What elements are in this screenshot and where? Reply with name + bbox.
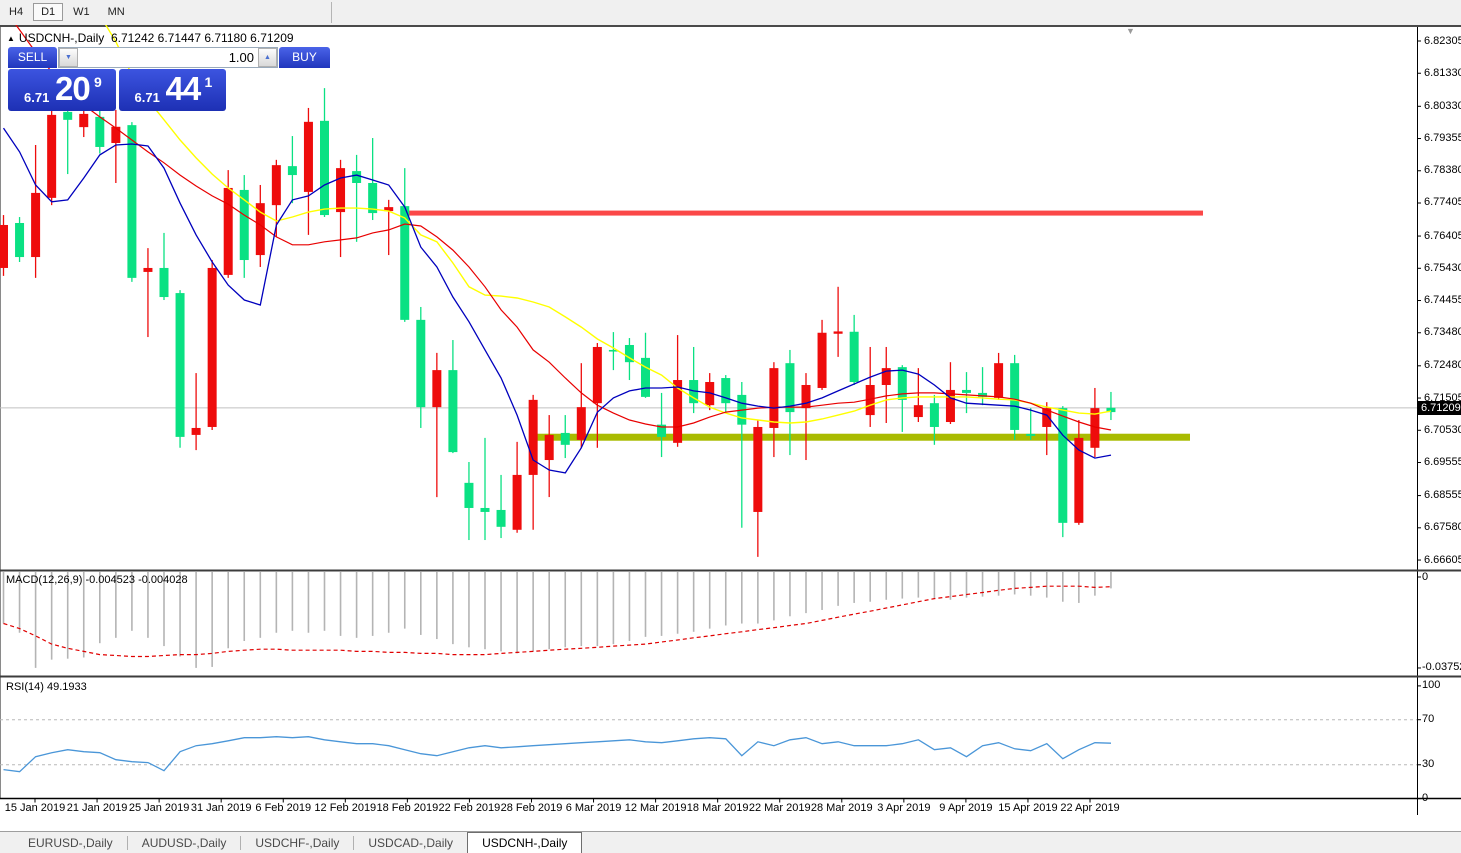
- chart-tabbar: EURUSD-,Daily AUDUSD-,Daily USDCHF-,Daily U…: [0, 831, 1461, 853]
- tabbar-spacer: [0, 832, 14, 853]
- sell-price-prefix: 6.71: [24, 90, 50, 105]
- chart-shift-icon[interactable]: ▼: [1126, 26, 1135, 36]
- chart-window: 6.82305 6.81330 6.80330 6.79355 6.78380 6.774…: [0, 25, 1461, 831]
- timeframe-tab-w1[interactable]: W1: [73, 6, 90, 18]
- buy-price-pip: 1: [204, 74, 213, 90]
- toolbar-separator: [331, 2, 332, 23]
- collapse-arrow-icon[interactable]: ▲: [7, 34, 15, 43]
- rsi-series: [0, 719, 1417, 773]
- chart-title: ▲ USDCNH-,Daily 6.71242 6.71447 6.71180 6…: [7, 31, 294, 45]
- macd-indicator-label: MACD(12,26,9) -0.004523 -0.004028: [6, 574, 188, 586]
- sell-price-pip: 9: [94, 74, 102, 90]
- current-price-tag: 6.71209: [1418, 400, 1461, 415]
- chart-symbol-label: USDCNH-,Daily: [18, 31, 105, 45]
- chart-tab-usdcad-daily[interactable]: USDCAD-,Daily: [368, 836, 454, 850]
- chart-canvas[interactable]: [0, 25, 1461, 831]
- tab-separator: [126, 836, 128, 850]
- buy-quote-button[interactable]: 6.71 44 1: [118, 69, 226, 111]
- rsi-indicator-label: RSI(14) 49.1933: [6, 681, 87, 693]
- tab-separator: [353, 836, 355, 850]
- buy-button[interactable]: BUY: [279, 47, 330, 68]
- tab-separator: [240, 836, 242, 850]
- chart-tab-audusd-daily[interactable]: AUDUSD-,Daily: [141, 836, 227, 850]
- volume-increase-button[interactable]: ▲: [258, 48, 277, 67]
- volume-decrease-button[interactable]: ▼: [59, 48, 78, 67]
- chart-tab-usdchf-daily[interactable]: USDCHF-,Daily: [255, 836, 340, 850]
- horizontal-level-lines: [408, 210, 1203, 441]
- volume-stepper: ▼ ▲: [58, 47, 278, 68]
- candles: [0, 88, 1116, 557]
- buy-price-prefix: 6.71: [134, 90, 160, 105]
- timeframe-tab-mn[interactable]: MN: [107, 6, 125, 18]
- chart-tab-usdcnh-daily[interactable]: USDCNH-,Daily: [467, 832, 583, 853]
- sell-quote-button[interactable]: 6.71 20 9: [8, 69, 116, 111]
- macd-series: [2, 572, 1112, 668]
- timeframe-tab-h4[interactable]: H4: [9, 6, 24, 18]
- timeframe-tabbar: H4 D1 W1 MN: [0, 0, 1461, 25]
- chart-tab-eurusd-daily[interactable]: EURUSD-,Daily: [28, 836, 113, 850]
- chart-ohlc-values: 6.71242 6.71447 6.71180 6.71209: [110, 31, 294, 45]
- sell-button[interactable]: SELL: [8, 47, 57, 68]
- sell-price-main: 20: [55, 70, 91, 107]
- volume-input[interactable]: [78, 48, 258, 67]
- buy-price-main: 44: [165, 70, 202, 107]
- timeframe-tab-d1[interactable]: D1: [33, 3, 64, 21]
- one-click-trading-panel: SELL ▼ ▲ BUY 6.71 20 9 6.71 44 1: [8, 47, 330, 111]
